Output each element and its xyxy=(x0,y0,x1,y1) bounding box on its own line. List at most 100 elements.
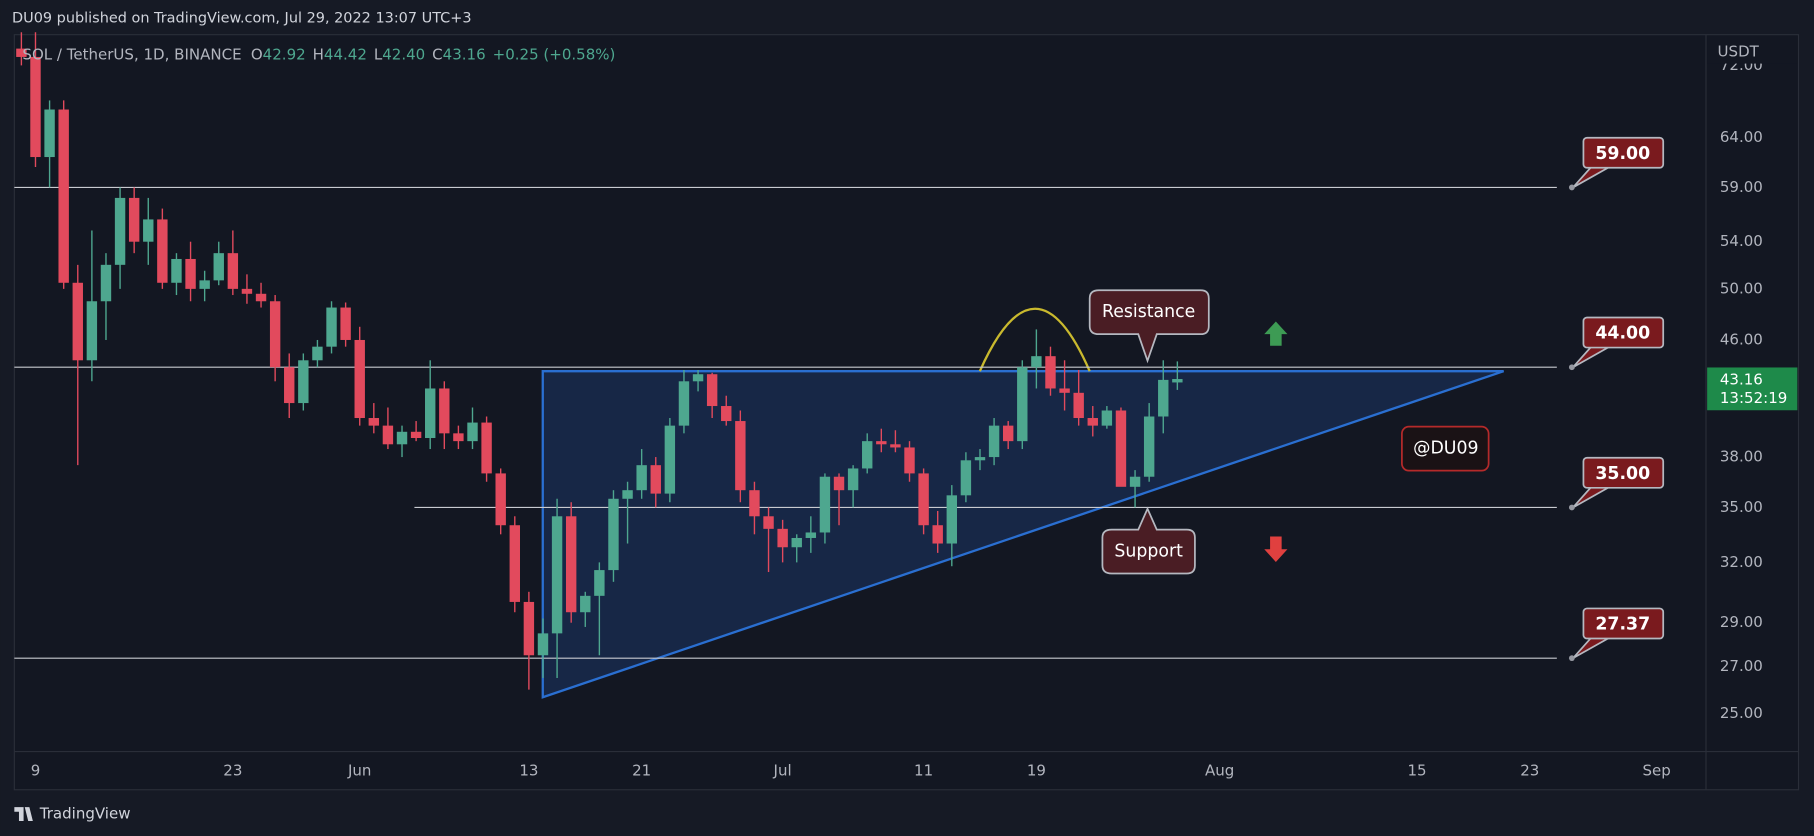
candle-body xyxy=(862,441,873,469)
last-price-box xyxy=(1707,367,1798,411)
candle-body xyxy=(974,457,986,461)
candle-body xyxy=(368,418,380,426)
candle-body xyxy=(580,595,591,613)
candle-body xyxy=(439,388,450,434)
callout-dot xyxy=(1568,184,1575,191)
legend-change: +0.25 (+0.58%) xyxy=(493,45,616,63)
candle-body xyxy=(241,288,253,294)
candle-body xyxy=(650,465,661,494)
candle-body xyxy=(735,421,746,491)
candle-body xyxy=(932,525,943,544)
legend-value: 44.42 xyxy=(324,45,367,63)
price-axis: 72.0064.0059.0054.0050.0046.0038.0035.00… xyxy=(1720,56,1763,722)
bubble xyxy=(1101,506,1196,575)
candle-body xyxy=(171,258,182,283)
level-label: 27.37 xyxy=(1595,615,1650,635)
legend-value: 42.92 xyxy=(263,45,306,63)
candle-body xyxy=(608,498,619,571)
candle-body xyxy=(749,490,760,517)
candle-body xyxy=(678,381,690,426)
logo xyxy=(14,807,33,821)
legend: SOL / TetherUS, 1D, BINANCE O42.92 H44.42 L… xyxy=(22,45,615,63)
candle-body xyxy=(100,264,112,302)
y-tick-label: 25.00 xyxy=(1720,704,1763,722)
candle-body xyxy=(213,253,224,281)
watermark-box xyxy=(1401,425,1490,472)
x-tick-label: Jul xyxy=(773,762,792,780)
y-tick-label: 32.00 xyxy=(1720,553,1763,571)
candle-body xyxy=(819,476,831,533)
candle-body xyxy=(523,601,535,656)
x-tick-label: Aug xyxy=(1205,762,1234,780)
candle-body xyxy=(1115,410,1127,487)
y-tick-label: 27.00 xyxy=(1720,657,1763,675)
x-tick-label: 9 xyxy=(31,762,41,780)
candle-body xyxy=(636,465,647,491)
callout-dot xyxy=(1568,364,1575,371)
candle-body xyxy=(946,495,958,544)
candle-body xyxy=(565,516,577,613)
chart-pane xyxy=(13,34,1800,791)
candle-body xyxy=(1129,476,1141,487)
legend-key: H xyxy=(313,45,324,63)
symbol: SOL / TetherUS, 1D, BINANCE xyxy=(22,45,241,63)
candle-body xyxy=(692,374,704,382)
candle-body xyxy=(453,433,464,442)
up-arrow xyxy=(1264,321,1288,346)
axis-label-bg xyxy=(1707,35,1798,64)
x-tick-label: Jun xyxy=(347,762,371,780)
candle-body xyxy=(791,537,802,548)
resistance-callout: Resistance xyxy=(1088,289,1210,364)
candle-body xyxy=(312,346,323,361)
callout-dot xyxy=(1568,504,1575,511)
candle-body xyxy=(537,633,549,656)
candle-body xyxy=(269,301,281,368)
candle-body xyxy=(199,280,210,289)
candle-body xyxy=(1059,388,1070,393)
level-label: 35.00 xyxy=(1595,464,1650,484)
y-tick-label: 35.00 xyxy=(1720,498,1763,516)
y-tick-label: 50.00 xyxy=(1720,279,1763,297)
legend-key: L xyxy=(374,45,383,63)
support-callout: Support xyxy=(1101,506,1196,575)
y-tick-label: 59.00 xyxy=(1720,178,1763,196)
candle-body xyxy=(706,374,718,407)
candle-body xyxy=(354,339,365,419)
x-tick-label: 21 xyxy=(632,762,651,780)
candle-body xyxy=(495,473,506,526)
watermark-text: @DU09 xyxy=(1413,439,1478,459)
candle-body xyxy=(86,301,98,361)
level-label: 44.00 xyxy=(1595,324,1650,344)
last-price: 43.16 xyxy=(1720,371,1763,389)
candle-body xyxy=(326,307,337,347)
candle-body xyxy=(622,490,633,499)
candle-body xyxy=(960,460,972,496)
candle-body xyxy=(805,532,817,538)
candle-body xyxy=(382,425,394,445)
candle-body xyxy=(1073,392,1084,419)
candle-body xyxy=(1031,356,1042,368)
candle-body xyxy=(72,282,83,361)
brand: TradingView xyxy=(39,805,131,823)
candle-body xyxy=(777,528,788,548)
callout-box xyxy=(1582,316,1665,349)
candle-body xyxy=(157,219,168,283)
callout-box xyxy=(1582,607,1665,640)
callout-box xyxy=(1582,136,1665,169)
candle-body xyxy=(1087,418,1098,426)
watermark: @DU09 xyxy=(1401,425,1490,472)
arc xyxy=(978,307,1091,372)
plot xyxy=(14,32,1557,699)
candle-body xyxy=(1101,410,1113,426)
candle-body xyxy=(988,425,1000,458)
y-tick-label: 54.00 xyxy=(1720,232,1763,250)
y-tick-label: 46.00 xyxy=(1720,330,1763,348)
support-label: Support xyxy=(1114,542,1183,562)
candle-body xyxy=(904,447,915,474)
candle-body xyxy=(1045,356,1056,389)
x-tick-label: 13 xyxy=(519,762,538,780)
candle-body xyxy=(58,109,69,283)
candle-body xyxy=(509,525,520,602)
